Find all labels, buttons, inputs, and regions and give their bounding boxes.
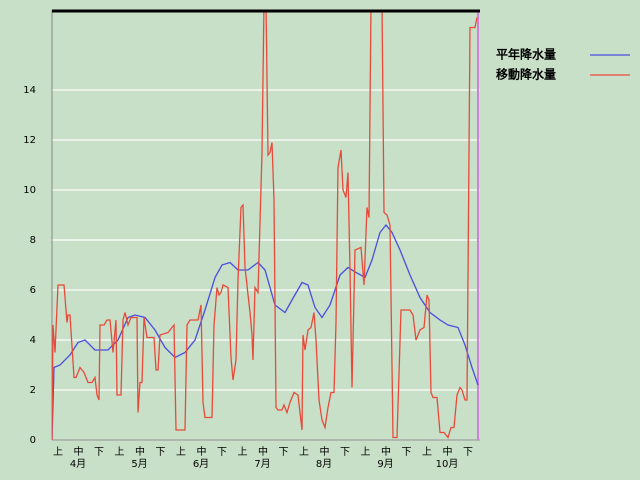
legend-label: 平年降水量: [496, 47, 556, 62]
x-tick-label: 下: [94, 447, 104, 458]
x-tick-label: 下: [279, 447, 289, 458]
labels: 02468101214上中下上中下上中下上中下上中下上中下上中下4月 5月 6月 7月…: [23, 47, 630, 470]
legend-label: 移動降水量: [496, 67, 556, 82]
y-tick-label: 0: [30, 435, 36, 446]
y-tick-label: 4: [30, 335, 36, 346]
y-tick-label: 6: [30, 285, 36, 296]
x-tick-label: 下: [156, 447, 166, 458]
x-tick-label: 上: [115, 446, 125, 458]
x-tick-label: 下: [402, 447, 412, 458]
x-tick-label: 中: [381, 445, 391, 458]
y-tick-label: 14: [23, 85, 36, 96]
x-tick-label: 中: [443, 445, 453, 458]
x-tick-label: 上: [53, 446, 63, 458]
x-tick-label: 中: [320, 445, 330, 458]
grid: [52, 89, 480, 441]
month-label: 7月: [254, 458, 270, 470]
y-tick-label: 12: [23, 135, 36, 146]
series-line: [52, 10, 478, 441]
month-label: 10月: [436, 458, 459, 470]
y-tick-label: 10: [23, 185, 36, 196]
y-tick-label: 2: [30, 385, 36, 396]
x-tick-label: 上: [299, 446, 309, 458]
x-tick-label: 中: [74, 445, 84, 458]
month-label: 6月: [193, 458, 209, 470]
x-tick-label: 上: [238, 446, 248, 458]
x-tick-label: 上: [361, 446, 371, 458]
x-tick-label: 下: [463, 447, 473, 458]
x-tick-label: 上: [176, 446, 186, 458]
x-tick-label: 上: [422, 446, 432, 458]
plot-area: [52, 10, 479, 441]
x-tick-label: 中: [135, 445, 145, 458]
x-tick-label: 下: [217, 447, 227, 458]
month-label: 9月: [377, 458, 393, 470]
x-tick-label: 中: [197, 445, 207, 458]
x-tick-label: 下: [340, 447, 350, 458]
y-tick-label: 8: [30, 235, 36, 246]
month-label: 8月: [316, 458, 332, 470]
month-label: 4月: [70, 458, 86, 470]
x-tick-label: 中: [258, 445, 268, 458]
month-label: 5月: [131, 458, 147, 470]
